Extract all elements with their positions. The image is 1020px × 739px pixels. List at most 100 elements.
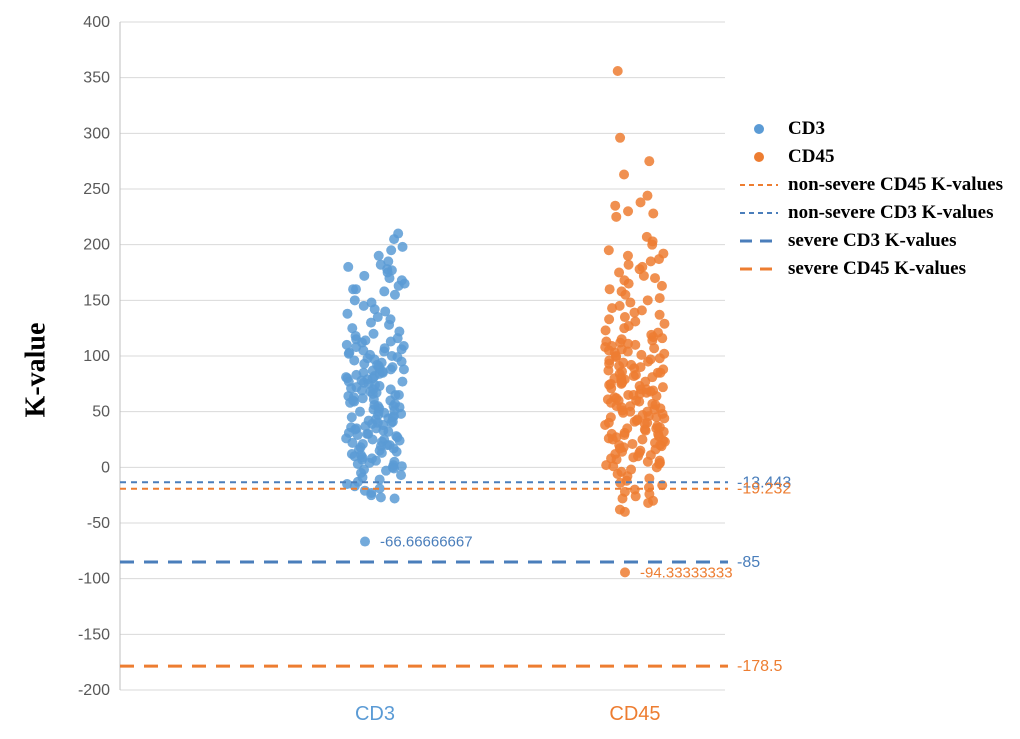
point-CD45 xyxy=(610,201,620,211)
point-CD45 xyxy=(618,408,628,418)
point-CD3 xyxy=(359,301,369,311)
refline-label-severe_cd3: -85 xyxy=(737,554,760,571)
legend-item: CD45 xyxy=(740,143,1003,171)
point-CD45 xyxy=(655,310,665,320)
point-CD3 xyxy=(384,320,394,330)
legend-label: non-severe CD45 K-values xyxy=(788,174,1003,196)
point-CD45 xyxy=(658,382,668,392)
point-CD3 xyxy=(379,286,389,296)
point-CD3 xyxy=(381,466,391,476)
svg-text:50: 50 xyxy=(92,404,110,421)
point-CD45 xyxy=(624,260,634,270)
legend-label: CD45 xyxy=(788,146,834,168)
point-CD45 xyxy=(657,281,667,291)
point-CD45 xyxy=(643,457,653,467)
point-CD3 xyxy=(345,398,355,408)
legend-swatch xyxy=(740,262,778,276)
svg-text:-200: -200 xyxy=(78,682,110,699)
legend-label: severe CD3 K-values xyxy=(788,230,957,252)
point-CD45 xyxy=(647,240,657,250)
legend-swatch xyxy=(740,122,778,136)
point-CD45 xyxy=(611,212,621,222)
point-CD3 xyxy=(349,355,359,365)
point-CD45 xyxy=(616,379,626,389)
point-CD45 xyxy=(639,271,649,281)
point-CD3 xyxy=(347,412,357,422)
point-CD3 xyxy=(374,251,384,261)
point-CD45 xyxy=(600,420,610,430)
point-CD3 xyxy=(366,490,376,500)
point-CD3 xyxy=(399,364,409,374)
point-CD3 xyxy=(359,271,369,281)
point-CD45 xyxy=(623,206,633,216)
point-CD45 xyxy=(657,333,667,343)
point-CD3 xyxy=(389,234,399,244)
point-CD45 xyxy=(650,273,660,283)
point-CD45 xyxy=(620,507,630,517)
point-CD45 xyxy=(659,413,669,423)
point-CD45 xyxy=(604,245,614,255)
point-CD45 xyxy=(655,353,665,363)
point-CD3 xyxy=(397,377,407,387)
point-CD45 xyxy=(619,323,629,333)
x-category-CD45: CD45 xyxy=(609,703,660,725)
point-CD45 xyxy=(659,319,669,329)
point-CD3 xyxy=(350,295,360,305)
point-CD45 xyxy=(615,133,625,143)
point-CD45 xyxy=(631,491,641,501)
point-CD3 xyxy=(394,390,404,400)
point-CD3 xyxy=(342,309,352,319)
x-category-CD3: CD3 xyxy=(355,703,395,725)
point-CD45 xyxy=(601,325,611,335)
legend-label: severe CD45 K-values xyxy=(788,258,966,280)
legend: CD3CD45non-severe CD45 K-valuesnon-sever… xyxy=(740,115,1003,283)
point-CD45 xyxy=(636,197,646,207)
svg-text:200: 200 xyxy=(83,237,110,254)
legend-label: non-severe CD3 K-values xyxy=(788,202,993,224)
point-CD45 xyxy=(627,439,637,449)
point-CD45 xyxy=(629,371,639,381)
refline-label-severe_cd45: -178.5 xyxy=(737,658,782,675)
point-CD45 xyxy=(604,314,614,324)
point-CD3 xyxy=(359,359,369,369)
point-CD45 xyxy=(606,383,616,393)
svg-text:150: 150 xyxy=(83,292,110,309)
point-CD45 xyxy=(624,279,634,289)
point-CD45 xyxy=(637,435,647,445)
point-CD3 xyxy=(384,273,394,283)
point-CD3 xyxy=(348,284,358,294)
point-CD45 xyxy=(643,498,653,508)
point-CD3 xyxy=(396,470,406,480)
point-CD3 xyxy=(358,393,368,403)
point-CD3 xyxy=(369,329,379,339)
point-CD45 xyxy=(634,397,644,407)
legend-swatch xyxy=(740,150,778,164)
point-CD45 xyxy=(605,284,615,294)
y-axis-label: K-value xyxy=(20,322,52,417)
point-CD45 xyxy=(623,347,633,357)
svg-text:0: 0 xyxy=(101,459,110,476)
svg-text:-150: -150 xyxy=(78,626,110,643)
legend-item: non-severe CD45 K-values xyxy=(740,171,1003,199)
legend-item: non-severe CD3 K-values xyxy=(740,199,1003,227)
point-CD45 xyxy=(641,426,651,436)
point-CD3 xyxy=(366,318,376,328)
chart-container: K-value -200-150-100-5005010015020025030… xyxy=(0,0,1020,739)
point-CD45 xyxy=(652,462,662,472)
legend-swatch xyxy=(740,178,778,192)
point-CD45 xyxy=(625,298,635,308)
svg-text:250: 250 xyxy=(83,181,110,198)
point-CD3 xyxy=(392,447,402,457)
legend-swatch xyxy=(740,234,778,248)
outlier-label-CD45: -94.33333333 xyxy=(640,564,733,581)
point-CD3 xyxy=(398,242,408,252)
legend-swatch xyxy=(740,206,778,220)
point-CD45 xyxy=(613,469,623,479)
point-CD3 xyxy=(355,407,365,417)
point-CD3 xyxy=(394,281,404,291)
svg-text:100: 100 xyxy=(83,348,110,365)
point-CD45 xyxy=(603,365,613,375)
point-CD45 xyxy=(607,303,617,313)
point-CD3 xyxy=(390,290,400,300)
legend-item: severe CD3 K-values xyxy=(740,227,1003,255)
